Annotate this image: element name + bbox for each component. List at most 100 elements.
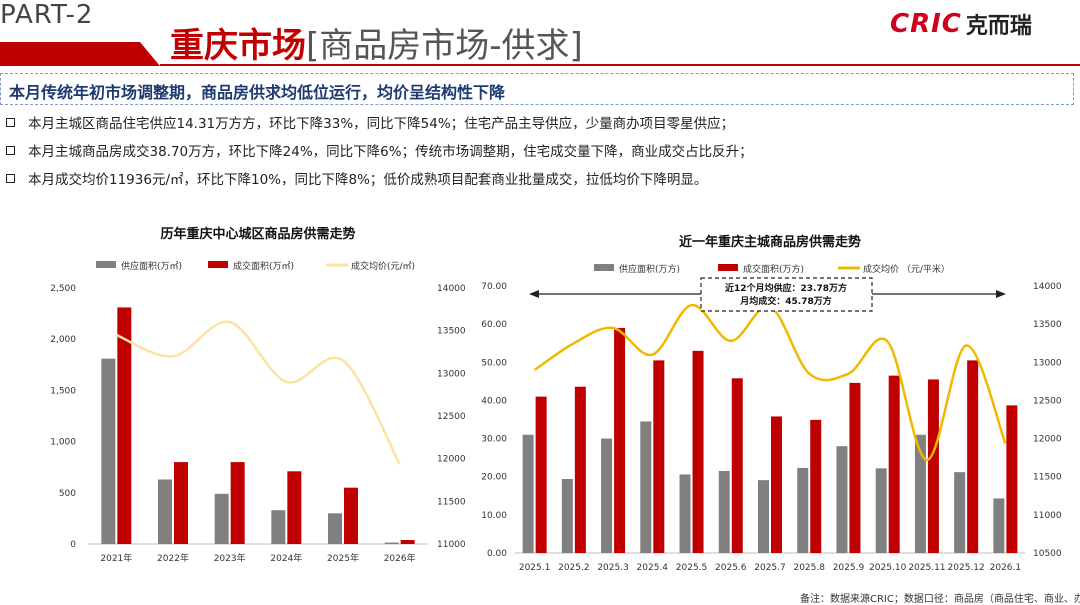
deal-bar bbox=[287, 471, 302, 544]
deal-bar bbox=[849, 382, 861, 553]
deal-bar bbox=[535, 396, 547, 553]
headline-text: 本月传统年初市场调整期，商品房供求均低位运行，均价呈结构性下降 bbox=[9, 83, 506, 102]
x-tick-label: 2021年 bbox=[100, 552, 132, 564]
footnote: 备注：数据来源CRIC；数据口径：商品房（商品住宅、商业、办公数据） bbox=[800, 594, 1080, 605]
chart-title: 历年重庆中心城区商品房供需走势 bbox=[160, 226, 355, 242]
y2-tick-label: 10500 bbox=[1033, 549, 1062, 559]
annotation-line: 月均成交：45.78万方 bbox=[739, 295, 831, 307]
legend-swatch bbox=[718, 264, 738, 271]
chart-title: 近一年重庆主城商品房供需走势 bbox=[679, 234, 861, 250]
y-tick-label: 20.00 bbox=[481, 473, 507, 483]
y-tick-label: 1,000 bbox=[50, 438, 76, 448]
deal-bar bbox=[174, 462, 188, 544]
logo-cn: 克而瑞 bbox=[965, 14, 1032, 39]
y-tick-label: 2,000 bbox=[50, 335, 76, 345]
cric-logo: CRIC 克而瑞 bbox=[890, 8, 1032, 40]
x-tick-label: 2022年 bbox=[157, 552, 189, 564]
deal-bar bbox=[692, 350, 704, 553]
supply-bar bbox=[522, 434, 534, 553]
legend-swatch bbox=[208, 261, 228, 268]
x-tick-label: 2025.2 bbox=[558, 563, 590, 573]
y-tick-label: 0 bbox=[70, 540, 76, 550]
supply-bar bbox=[875, 468, 887, 553]
y2-tick-label: 11000 bbox=[1033, 511, 1062, 521]
deal-bar bbox=[927, 379, 939, 553]
y2-tick-label: 13500 bbox=[1033, 320, 1062, 330]
y-tick-label: 500 bbox=[59, 489, 76, 499]
y2-tick-label: 12500 bbox=[437, 412, 466, 422]
y-tick-label: 0.00 bbox=[487, 549, 507, 559]
x-tick-label: 2025.1 bbox=[519, 563, 551, 573]
legend-swatch bbox=[594, 264, 614, 271]
bullet-list: 本月主城区商品住宅供应14.31万方方，环比下降33%，同比下降54%；住宅产品… bbox=[6, 108, 753, 192]
bullet-text: 本月主城商品房成交38.70万方，环比下降24%，同比下降6%；传统市场调整期，… bbox=[28, 144, 753, 160]
deal-bar bbox=[614, 327, 626, 553]
bullet-item: 本月成交均价11936元/㎡，环比下降10%，同比下降8%；低价成熟项目配套商业… bbox=[6, 164, 753, 192]
bullet-square-icon bbox=[6, 173, 15, 183]
header-band bbox=[0, 42, 160, 66]
legend-label: 供应面积(万㎡) bbox=[121, 260, 182, 272]
deal-bar bbox=[731, 378, 743, 553]
legend-swatch bbox=[96, 261, 116, 268]
annotation-box bbox=[700, 277, 873, 312]
supply-bar bbox=[384, 542, 399, 544]
deal-bar bbox=[574, 386, 586, 553]
page-title: 重庆市场[商品房市场-供求] bbox=[170, 18, 583, 67]
annotation-arrowhead-right bbox=[996, 290, 1006, 298]
supply-bar bbox=[640, 421, 652, 553]
supply-bar bbox=[914, 434, 926, 553]
x-tick-label: 2026.1 bbox=[990, 563, 1022, 573]
y2-tick-label: 11500 bbox=[437, 497, 466, 507]
deal-bar bbox=[400, 540, 415, 544]
y-tick-label: 50.00 bbox=[481, 358, 507, 368]
x-tick-label: 2025.11 bbox=[908, 563, 945, 573]
x-tick-label: 2026年 bbox=[384, 552, 416, 564]
y-tick-label: 60.00 bbox=[481, 320, 507, 330]
y-tick-label: 40.00 bbox=[481, 396, 507, 406]
deal-bar bbox=[344, 487, 358, 544]
part-label: PART-2 bbox=[0, 0, 94, 30]
supply-bar bbox=[601, 438, 613, 553]
y2-tick-label: 13500 bbox=[437, 327, 466, 337]
header-divider bbox=[160, 64, 1080, 66]
supply-bar bbox=[758, 480, 769, 553]
y-tick-label: 70.00 bbox=[481, 282, 507, 292]
supply-bar bbox=[954, 472, 966, 553]
y-tick-label: 2,500 bbox=[50, 284, 76, 294]
title-main: 重庆市场 bbox=[170, 26, 306, 66]
y2-tick-label: 14000 bbox=[437, 284, 466, 294]
legend-label: 供应面积(万方) bbox=[619, 263, 680, 275]
bullet-square-icon bbox=[6, 145, 15, 155]
y2-tick-label: 14000 bbox=[1033, 282, 1062, 292]
deal-bar bbox=[230, 462, 245, 544]
y-tick-label: 30.00 bbox=[481, 435, 507, 445]
y-tick-label: 10.00 bbox=[481, 511, 507, 521]
x-tick-label: 2025年 bbox=[327, 552, 359, 564]
price-line bbox=[533, 303, 1007, 462]
x-tick-label: 2023年 bbox=[214, 552, 246, 564]
deal-bar bbox=[117, 307, 132, 544]
y2-tick-label: 12500 bbox=[1033, 396, 1062, 406]
supply-bar bbox=[836, 446, 848, 553]
supply-bar bbox=[561, 479, 573, 553]
x-tick-label: 2025.7 bbox=[754, 563, 786, 573]
x-tick-label: 2025.12 bbox=[948, 563, 985, 573]
bullet-text: 本月主城区商品住宅供应14.31万方方，环比下降33%，同比下降54%；住宅产品… bbox=[28, 116, 735, 132]
supply-bar bbox=[718, 470, 730, 553]
x-tick-label: 2025.8 bbox=[793, 563, 825, 573]
title-sub: [商品房市场-供求] bbox=[306, 26, 583, 66]
deal-bar bbox=[653, 360, 665, 553]
deal-bar bbox=[967, 360, 979, 553]
x-tick-label: 2025.10 bbox=[869, 563, 906, 573]
supply-bar bbox=[993, 498, 1005, 553]
supply-bar bbox=[158, 479, 172, 544]
x-tick-label: 2025.5 bbox=[676, 563, 708, 573]
x-tick-label: 2025.9 bbox=[833, 563, 865, 573]
y2-tick-label: 11500 bbox=[1033, 473, 1062, 483]
y2-tick-label: 12000 bbox=[437, 455, 466, 465]
deal-bar bbox=[771, 416, 782, 553]
supply-bar bbox=[797, 467, 809, 553]
deal-bar bbox=[1006, 405, 1018, 553]
annotation-arrowhead-left bbox=[529, 290, 539, 298]
legend-label: 成交均价(元/㎡) bbox=[351, 260, 415, 272]
